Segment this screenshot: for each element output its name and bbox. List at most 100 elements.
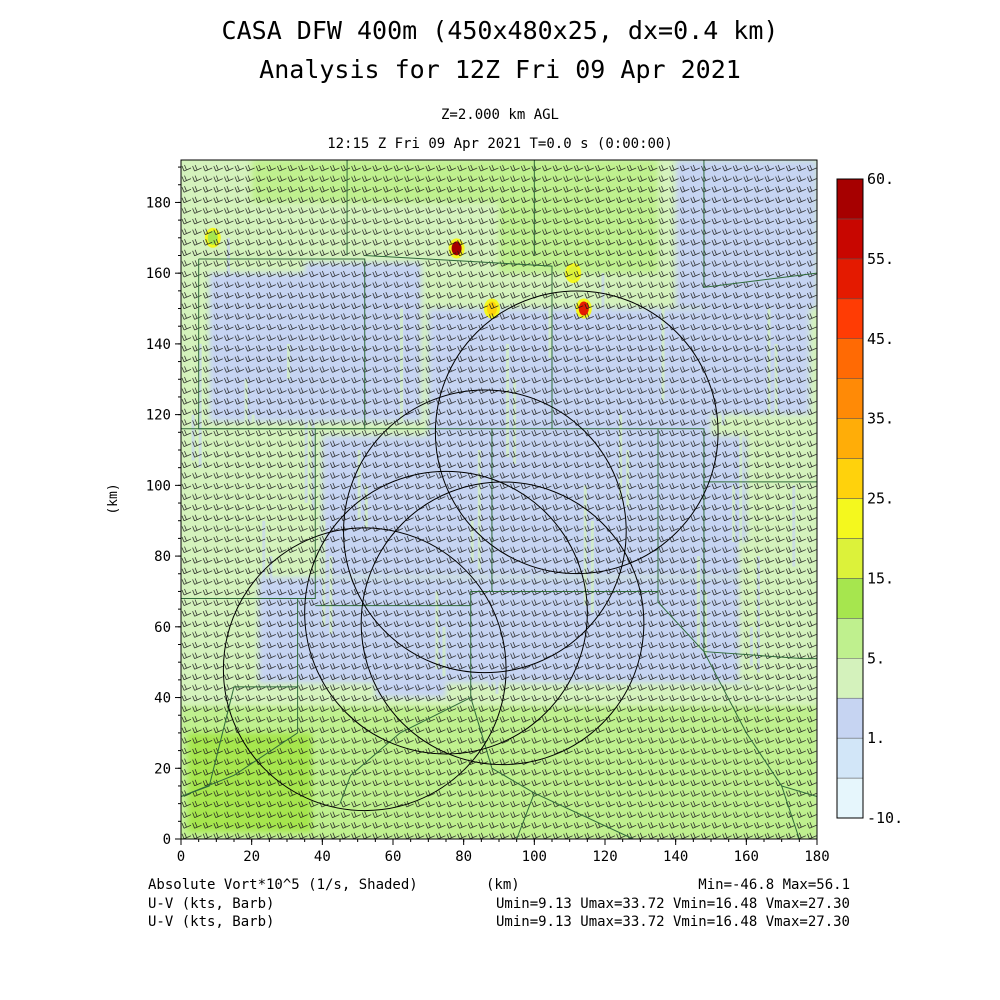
- chart-title: CASA DFW 400m (450x480x25, dx=0.4 km): [221, 16, 779, 45]
- county-line: [181, 428, 316, 600]
- time-label: 12:15 Z Fri 09 Apr 2021 T=0.0 s (0:00:00…: [327, 136, 673, 152]
- radar-range-rings: [222, 290, 719, 812]
- vorticity-patch: [181, 683, 817, 705]
- colorbar-label: 1.: [867, 729, 885, 747]
- radar-range-ring: [222, 527, 507, 812]
- vorticity-streak: [661, 273, 665, 401]
- vorticity-streak: [530, 520, 534, 588]
- level-label: Z=2.000 km AGL: [440, 107, 559, 123]
- vorticity-streak: [703, 591, 707, 656]
- vorticity-streak: [198, 343, 202, 468]
- vorticity-streak: [340, 308, 343, 397]
- colorbar-label: 5.: [867, 649, 885, 667]
- y-tick-label: 40: [154, 691, 171, 707]
- vorticity-streak: [191, 414, 195, 461]
- vorticity-streak: [400, 308, 404, 422]
- wind-barbs: [181, 164, 817, 839]
- vorticity-streak: [548, 308, 552, 358]
- y-tick-label: 60: [154, 620, 171, 636]
- vorticity-streak: [209, 449, 213, 585]
- vorticity-streak: [453, 379, 457, 440]
- uv-stats-2: Umin=9.13 Umax=33.72 Vmin=16.48 Vmax=27.…: [495, 914, 850, 930]
- vorticity-streak: [382, 520, 386, 652]
- x-tick-label: 120: [592, 849, 617, 865]
- uv-stats-1: Umin=9.13 Umax=33.72 Vmin=16.48 Vmax=27.…: [495, 896, 850, 912]
- vorticity-streak: [287, 343, 290, 380]
- county-line: [181, 598, 316, 798]
- vorticity-streak: [643, 591, 647, 631]
- colorbar-swatch: [836, 498, 864, 539]
- county-line: [364, 254, 553, 429]
- colorbar-swatch: [836, 578, 864, 619]
- colorbar-swatch: [836, 697, 864, 739]
- vorticity-streak: [573, 379, 577, 489]
- field1-label: Absolute Vort*10^5 (1/s, Shaded): [148, 877, 418, 893]
- vorticity-streak: [696, 556, 700, 648]
- colorbar-swatch: [836, 218, 864, 260]
- vorticity-streak: [636, 556, 640, 624]
- wind-barb-field: [181, 164, 817, 839]
- county-line: [703, 651, 817, 798]
- vorticity-streak: [792, 485, 796, 567]
- y-tick-label: 120: [146, 408, 171, 424]
- colorbar-swatch: [836, 258, 864, 300]
- y-axis-label: (km): [106, 483, 121, 514]
- x-tick-label: 140: [663, 849, 688, 865]
- colorbar-swatch: [836, 658, 864, 699]
- colorbar-label: 45.: [867, 330, 894, 348]
- x-tick-label: 40: [314, 849, 331, 865]
- colorbar-label: -10.: [867, 809, 903, 827]
- county-line: [315, 428, 659, 607]
- vorticity-streak: [774, 343, 778, 443]
- y-tick-label: 20: [154, 761, 171, 777]
- x-tick-label: 160: [734, 849, 759, 865]
- radar-range-ring: [304, 470, 588, 755]
- vorticity-streak: [442, 626, 446, 677]
- vorticity-streak: [506, 343, 510, 457]
- vorticity-streak: [601, 273, 605, 376]
- vorticity-streak: [488, 556, 492, 687]
- x-tick-label: 180: [804, 849, 829, 865]
- chart-subtitle: Analysis for 12Z Fri 09 Apr 2021: [259, 55, 741, 84]
- county-boundaries: [181, 160, 817, 839]
- vorticity-streak: [234, 273, 237, 362]
- vorticity-streak: [608, 308, 612, 383]
- vorticity-streak: [721, 379, 725, 426]
- county-line: [181, 428, 817, 483]
- vorticity-streak: [626, 449, 630, 507]
- x-tick-label: 80: [455, 849, 472, 865]
- y-tick-label: 140: [146, 337, 171, 353]
- vorticity-streak: [329, 556, 333, 634]
- vorticity-streak: [375, 591, 379, 645]
- colorbar: -10. 1. 5. 15. 25. 35. 45. 55. 60.: [836, 170, 903, 827]
- county-line: [339, 697, 471, 804]
- colorbar-swatch: [836, 737, 864, 779]
- colorbar-swatch: [836, 538, 864, 579]
- colorbar-swatch: [836, 378, 864, 419]
- vorticity-streak: [311, 414, 315, 511]
- y-tick-label: 0: [163, 832, 171, 848]
- vorticity-streak: [347, 343, 351, 404]
- colorbar-label: 60.: [867, 170, 894, 188]
- vorticity-streak: [619, 414, 623, 500]
- vorticity-streak: [435, 591, 439, 670]
- colorbar-label: 25.: [867, 490, 894, 508]
- vorticity-streak: [322, 520, 326, 627]
- vorticity-hotspot: [568, 266, 579, 281]
- colorbar-label: 55.: [867, 250, 894, 268]
- colorbar-swatch: [836, 338, 864, 379]
- vorticity-patch: [703, 290, 810, 415]
- colorbar-swatch: [836, 298, 864, 339]
- colorbar-label: 15.: [867, 569, 894, 587]
- y-tick-label: 80: [154, 549, 171, 565]
- county-line: [516, 792, 535, 839]
- vorticity-streak: [477, 449, 481, 571]
- y-tick-label: 160: [146, 266, 171, 282]
- vorticity-streak: [767, 308, 771, 436]
- x-tick-label: 60: [385, 849, 402, 865]
- county-line: [703, 160, 817, 288]
- county-line: [181, 686, 299, 798]
- vorticity-streak: [304, 379, 308, 503]
- x-axis: 0 20 40 60 80 100 120 140 160 180: [177, 839, 830, 865]
